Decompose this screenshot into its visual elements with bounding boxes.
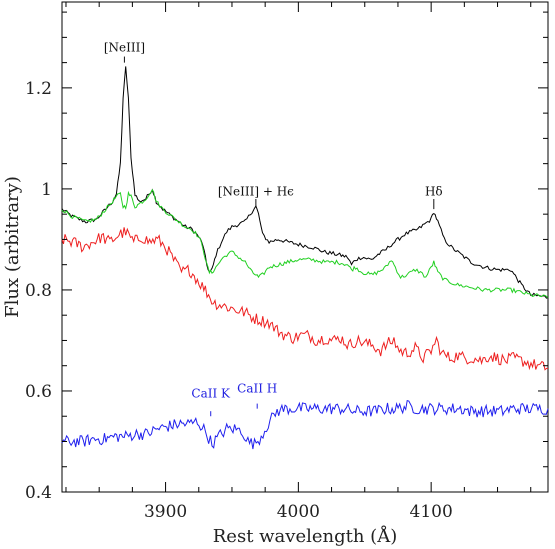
x-tick-label: 3900 <box>144 502 187 522</box>
series-line-2 <box>61 227 549 371</box>
annotation-layer: [NeIII] [NeIII] + Hϵ Hδ CaII K CaII H <box>104 41 443 417</box>
y-tick-label: 0.8 <box>25 281 52 301</box>
y-tick-label: 1.2 <box>25 79 52 99</box>
x-tick-label: 4100 <box>410 502 453 522</box>
tick-layer: 3900 4000 4100 0.4 0.6 0.8 1 1.2 <box>25 2 548 522</box>
annotation-label: Hδ <box>425 185 443 199</box>
series-line-1 <box>61 188 549 298</box>
annotation-label: CaII K <box>191 387 231 401</box>
plot-area: [NeIII] [NeIII] + Hϵ Hδ CaII K CaII H 3900 40… <box>25 1 549 522</box>
y-tick-label: 0.4 <box>25 483 52 503</box>
annotation-label: [NeIII] <box>104 41 145 55</box>
y-axis-title: Flux (arbitrary) <box>2 176 23 318</box>
plot-frame <box>61 1 549 493</box>
y-tick-label: 1 <box>41 180 52 200</box>
annotation-label: CaII H <box>237 382 277 396</box>
x-axis-title: Rest wavelength (Å) <box>213 525 397 547</box>
series-layer <box>61 66 549 450</box>
x-tick-label: 4000 <box>277 502 320 522</box>
series-line-0 <box>61 66 549 299</box>
y-tick-label: 0.6 <box>25 382 52 402</box>
annotation-label: [NeIII] + Hϵ <box>218 185 294 199</box>
series-line-3 <box>61 399 549 450</box>
